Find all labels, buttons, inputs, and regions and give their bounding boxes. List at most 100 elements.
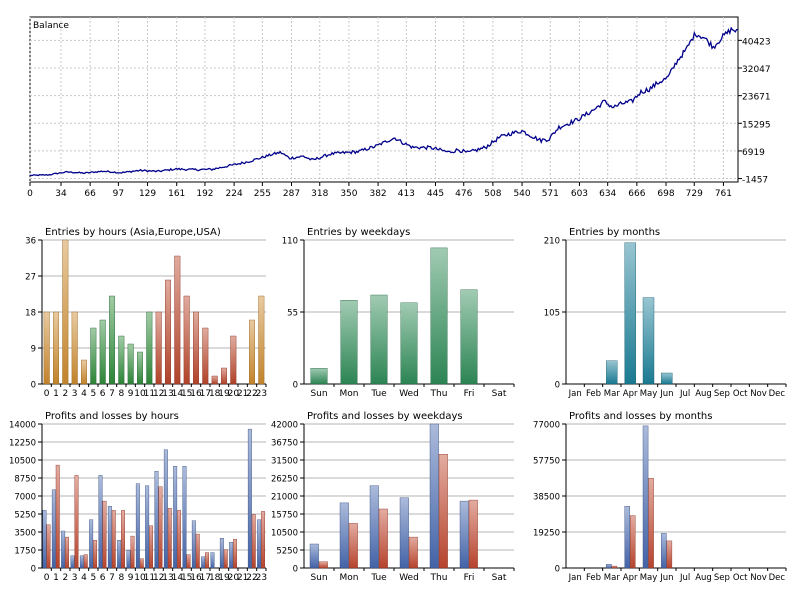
pnl-hours-title: Profits and losses by hours: [45, 411, 179, 422]
pnl-weekdays-xtick-label: Sat: [492, 573, 507, 583]
entries-hours-xtick-label: 19: [218, 389, 230, 399]
entries-weekdays-ytick-label: 110: [282, 237, 298, 247]
pnl-months-chart: Profits and losses by months 0 19250 38500 5…: [533, 411, 787, 583]
pnl-months-xtick-label: Jan: [568, 573, 582, 583]
entries-hours-xtick-label: 8: [118, 389, 124, 399]
pnl-weekdays-xtick-label: Fri: [464, 573, 475, 583]
entries-weekdays-ytick-label: 0: [293, 381, 298, 391]
pnl-hours-xtick-label: 1: [53, 573, 59, 583]
balance-xtick-label: 603: [571, 189, 588, 199]
pnl-hours-bar: [229, 542, 234, 569]
pnl-months-bar: [666, 540, 673, 569]
pnl-hours-xtick-label: 9: [128, 573, 134, 583]
entries-months-xtick-label: Jan: [568, 389, 582, 399]
pnl-hours-bar: [251, 514, 256, 569]
balance-xtick-label: 445: [427, 189, 444, 199]
pnl-months-xtick-label: Sep: [714, 573, 730, 583]
pnl-weekdays-bar: [399, 497, 409, 569]
balance-xtick-label: 97: [113, 189, 124, 199]
entries-hours-bar: [90, 327, 97, 385]
entries-weekdays-title: Entries by weekdays: [307, 227, 410, 238]
pnl-hours-bar: [158, 486, 163, 569]
pnl-hours-bar: [201, 556, 206, 569]
pnl-months-xtick-label: Mar: [604, 573, 621, 583]
pnl-weekdays-bar: [438, 454, 448, 569]
pnl-hours-bar: [65, 536, 70, 569]
entries-months-xtick-label: Feb: [586, 389, 601, 399]
entries-hours-bar: [118, 335, 125, 385]
entries-hours-bar: [258, 295, 265, 385]
entries-hours-xtick-label: 3: [72, 389, 78, 399]
entries-hours-xtick-label: 15: [181, 389, 192, 399]
pnl-hours-xtick-label: 14: [172, 573, 184, 583]
entries-hours-bar: [220, 367, 227, 385]
entries-hours-ytick-label: 9: [31, 345, 36, 355]
entries-months-bar: [624, 242, 636, 385]
entries-months-xtick-label: Mar: [604, 389, 621, 399]
entries-hours-xtick-label: 12: [153, 389, 164, 399]
balance-xtick-label: 698: [657, 189, 674, 199]
pnl-hours-bar: [42, 510, 47, 569]
entries-hours-xtick-label: 14: [172, 389, 184, 399]
entries-hours-ytick-label: 36: [25, 237, 36, 247]
balance-xtick-label: 540: [513, 189, 530, 199]
balance-xtick-label: 0: [27, 189, 33, 199]
balance-ytick-label: 15295: [742, 120, 771, 130]
pnl-months-xtick-label: May: [640, 573, 658, 583]
balance-xtick-label: 66: [84, 189, 96, 199]
pnl-months-ytick-label: 57750: [533, 457, 560, 467]
pnl-hours-xtick-label: 21: [237, 573, 248, 583]
entries-weekdays-xtick-label: Tue: [370, 389, 387, 399]
entries-hours-bar: [53, 311, 60, 385]
entries-hours-bar: [146, 311, 153, 385]
pnl-hours-xtick-label: 12: [153, 573, 164, 583]
entries-weekdays-bar: [460, 289, 478, 385]
pnl-hours-bar: [70, 555, 75, 569]
pnl-weekdays-xtick-label: Wed: [399, 573, 419, 583]
entries-hours-title: Entries by hours (Asia,Europe,USA): [45, 227, 221, 238]
pnl-weekdays-xtick-label: Tue: [370, 573, 387, 583]
pnl-weekdays-bar: [339, 502, 349, 569]
entries-hours-xtick-label: 6: [100, 389, 106, 399]
pnl-hours-bar: [93, 540, 98, 569]
entries-hours-bar: [99, 319, 106, 385]
pnl-hours-xtick-label: 16: [190, 573, 202, 583]
pnl-hours-bar: [186, 554, 191, 569]
entries-weekdays-xtick-label: Sun: [310, 389, 327, 399]
pnl-weekdays-bar: [309, 543, 319, 569]
balance-chart: -1457 6919 15295 23671 32047 40423 0 34 66 97 129 1…: [27, 16, 771, 199]
pnl-hours-ytick-label: 12250: [9, 439, 36, 449]
pnl-weekdays-xtick-label: Sun: [310, 573, 327, 583]
pnl-weekdays-ytick-label: 5250: [276, 547, 298, 557]
pnl-hours-ytick-label: 3500: [14, 529, 36, 539]
entries-weekdays-xtick-label: Wed: [399, 389, 419, 399]
entries-months-xtick-label: Jul: [679, 389, 690, 399]
entries-hours-xtick-label: 11: [144, 389, 155, 399]
pnl-weekdays-bar: [459, 500, 469, 569]
entries-hours-xtick-label: 1: [53, 389, 59, 399]
entries-weekdays-bar: [310, 368, 328, 385]
pnl-hours-bar: [247, 428, 252, 569]
pnl-hours-bar: [223, 549, 228, 569]
pnl-hours-bar: [149, 525, 154, 569]
pnl-hours-xtick-label: 5: [90, 573, 96, 583]
entries-months-xtick-label: May: [640, 389, 658, 399]
entries-hours-xtick-label: 0: [44, 389, 50, 399]
balance-ytick-label: 23671: [742, 93, 771, 103]
pnl-months-bar: [661, 533, 667, 569]
pnl-hours-bar: [51, 489, 56, 569]
pnl-weekdays-ytick-label: 36750: [271, 439, 298, 449]
entries-hours-bar: [80, 359, 87, 385]
pnl-hours-xtick-label: 23: [256, 573, 267, 583]
balance-xtick-label: 413: [398, 189, 415, 199]
entries-hours-bar: [62, 239, 69, 385]
entries-hours-ytick-label: 0: [31, 381, 36, 391]
pnl-hours-bar: [83, 554, 88, 569]
pnl-hours-bar: [61, 530, 66, 569]
pnl-hours-xtick-label: 8: [118, 573, 124, 583]
pnl-hours-bar: [126, 550, 131, 569]
pnl-months-xtick-label: Apr: [623, 573, 638, 583]
pnl-weekdays-ytick-label: 15750: [271, 511, 298, 521]
pnl-months-ytick-label: 38500: [533, 493, 560, 503]
